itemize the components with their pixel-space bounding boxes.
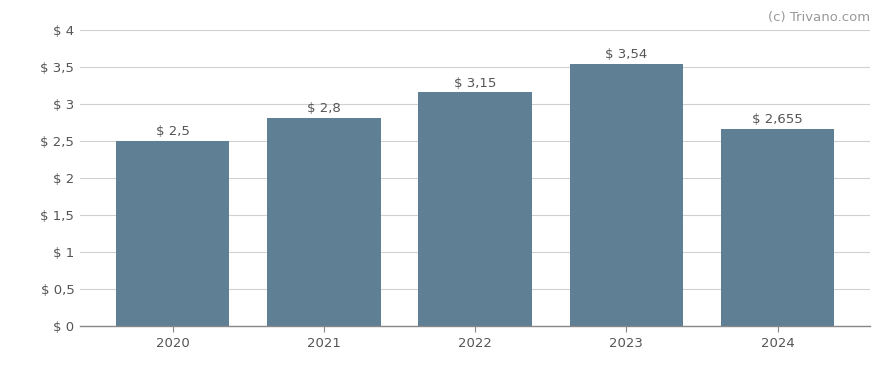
Text: $ 2,8: $ 2,8 xyxy=(307,102,341,115)
Text: $ 2,655: $ 2,655 xyxy=(752,113,803,126)
Text: (c) Trivano.com: (c) Trivano.com xyxy=(768,11,870,24)
Text: $ 2,5: $ 2,5 xyxy=(155,125,189,138)
Bar xyxy=(115,141,229,326)
Text: $ 3,15: $ 3,15 xyxy=(454,77,496,90)
Bar xyxy=(267,118,381,326)
Text: $ 3,54: $ 3,54 xyxy=(606,48,647,61)
Bar xyxy=(418,92,532,326)
Bar xyxy=(569,64,683,326)
Bar xyxy=(721,129,835,326)
